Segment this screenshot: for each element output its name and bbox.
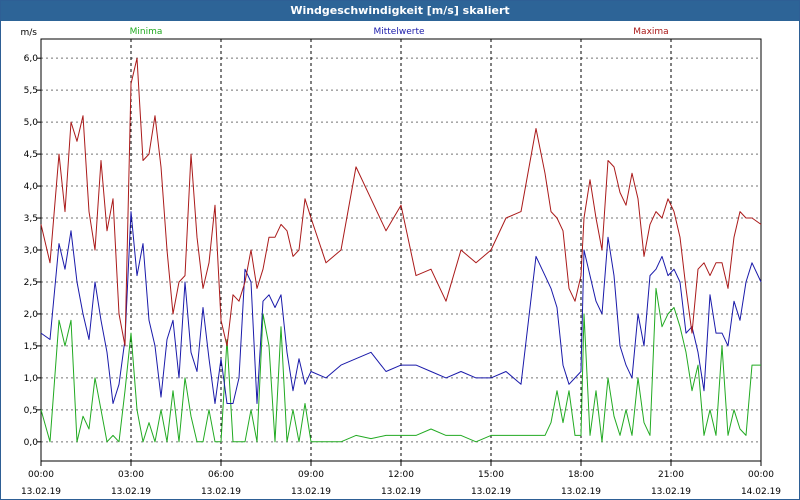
series-line-minima <box>40 287 761 443</box>
y-tick-label: 6,0 <box>24 54 39 64</box>
series-line-mittelwerte <box>40 211 762 404</box>
y-axis-unit-label: m/s <box>21 28 38 38</box>
x-tick-date-label: 13.02.19 <box>201 487 241 497</box>
x-tick-time-label: 03:00 <box>118 470 144 480</box>
legend: Minima Mittelwerte Maxima <box>130 27 669 37</box>
legend-label-mittelwerte: Mittelwerte <box>373 27 424 37</box>
x-tick-time-label: 06:00 <box>208 470 234 480</box>
x-tick-date-label: 13.02.19 <box>291 487 331 497</box>
x-tick-time-label: 18:00 <box>568 470 594 480</box>
axes <box>37 38 762 466</box>
y-tick-label: 0,0 <box>24 438 39 448</box>
y-tick-label: 5,0 <box>24 118 39 128</box>
grid <box>41 39 761 461</box>
x-tick-time-label: 12:00 <box>388 470 414 480</box>
x-tick-date-label: 14.02.19 <box>741 487 781 497</box>
x-tick-date-label: 13.02.19 <box>381 487 421 497</box>
x-tick-date-label: 13.02.19 <box>561 487 601 497</box>
y-tick-label: 2,5 <box>24 278 38 288</box>
x-tick-date-label: 13.02.19 <box>651 487 691 497</box>
series-line-maxima <box>40 57 762 347</box>
x-tick-date-label: 13.02.19 <box>111 487 151 497</box>
x-tick-date-label: 13.02.19 <box>471 487 511 497</box>
y-tick-label: 1,5 <box>24 342 38 352</box>
x-tick-date-label: 13.02.19 <box>21 487 61 497</box>
window-title: Windgeschwindigkeit [m/s] skaliert <box>1 1 799 21</box>
x-tick-time-label: 09:00 <box>298 470 324 480</box>
x-tick-time-label: 21:00 <box>658 470 684 480</box>
wind-speed-chart: Minima Mittelwerte Maxima 0,0 0,5 1,0 1,5 2,0 2… <box>21 27 782 497</box>
legend-label-maxima: Maxima <box>633 27 668 37</box>
y-tick-label: 1,0 <box>24 374 39 384</box>
tick-labels: 0,0 0,5 1,0 1,5 2,0 2,5 3,0 3,5 4,0 4,5 5,0 5,5 6,0 m… <box>21 28 782 497</box>
y-tick-label: 4,5 <box>24 150 38 160</box>
x-tick-time-label: 00:00 <box>748 470 774 480</box>
y-tick-label: 4,0 <box>24 182 39 192</box>
x-tick-time-label: 15:00 <box>478 470 504 480</box>
y-tick-label: 5,5 <box>24 86 38 96</box>
series-lines <box>40 57 762 443</box>
legend-label-minima: Minima <box>130 27 163 37</box>
y-tick-label: 2,0 <box>24 310 39 320</box>
y-tick-label: 3,5 <box>24 214 38 224</box>
x-tick-time-label: 00:00 <box>28 470 54 480</box>
y-tick-label: 3,0 <box>24 246 39 256</box>
y-tick-label: 0,5 <box>24 406 38 416</box>
